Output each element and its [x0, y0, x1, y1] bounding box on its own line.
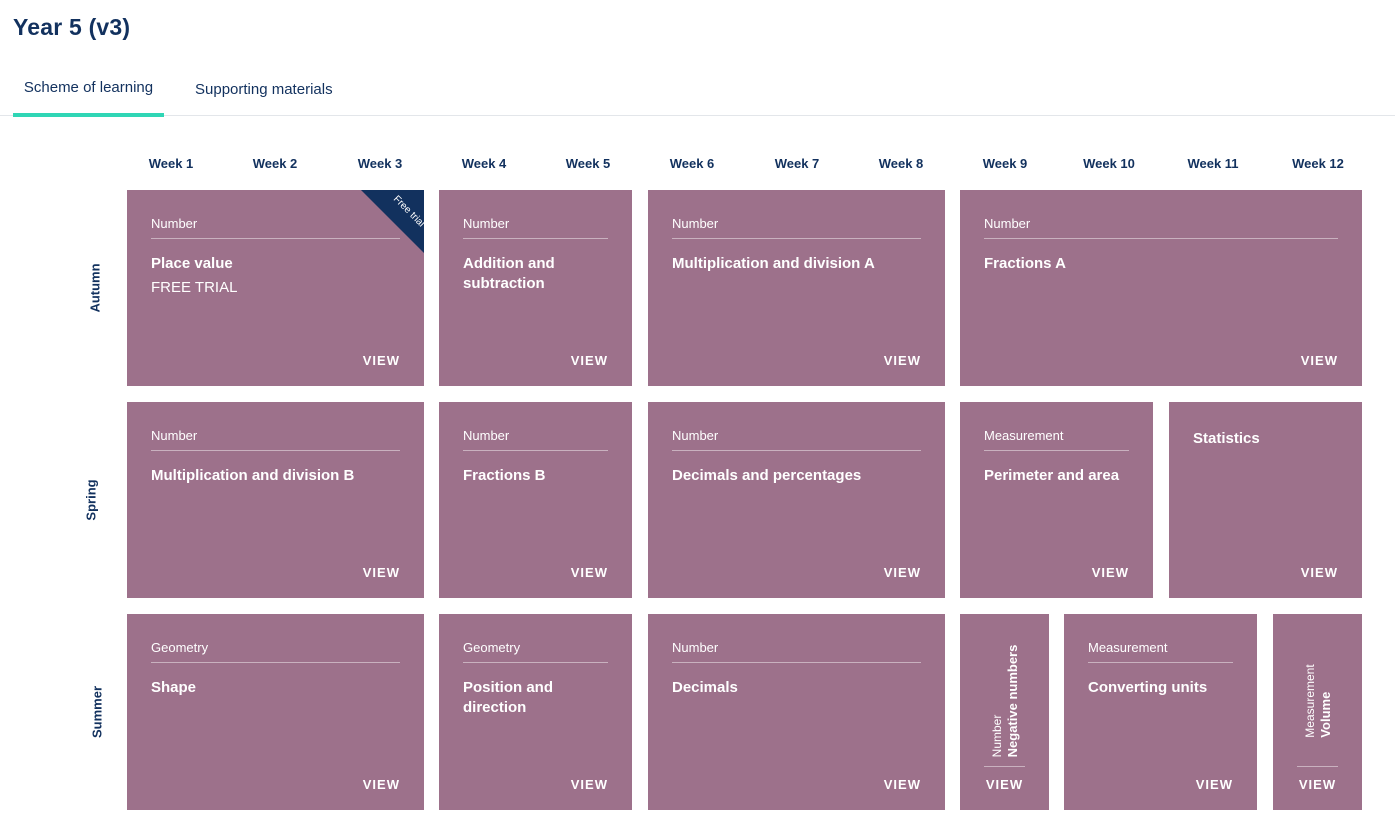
- unit-card-negative-numbers[interactable]: Number Negative numbers VIEW: [960, 614, 1049, 810]
- unit-card-multiplication-division-b[interactable]: Number Multiplication and division B VIE…: [127, 402, 424, 598]
- unit-card-decimals[interactable]: Number Decimals VIEW: [648, 614, 945, 810]
- tab-supporting-materials[interactable]: Supporting materials: [195, 81, 333, 98]
- unit-card-volume[interactable]: Measurement Volume VIEW: [1273, 614, 1362, 810]
- unit-title: Fractions A: [984, 255, 1066, 272]
- page-title: Year 5 (v3): [13, 14, 131, 40]
- unit-category: Number: [463, 428, 608, 451]
- unit-category: Number: [989, 714, 1004, 758]
- unit-title: Decimals: [672, 679, 738, 696]
- unit-title: Decimals and percentages: [672, 467, 862, 484]
- unit-card-fractions-a[interactable]: Number Fractions A VIEW: [960, 190, 1362, 386]
- divider: [1297, 766, 1338, 767]
- unit-category: Measurement: [1302, 664, 1317, 738]
- unit-category: Geometry: [151, 640, 400, 663]
- view-link[interactable]: VIEW: [883, 353, 921, 368]
- unit-title: Addition and subtraction: [463, 255, 555, 292]
- view-link[interactable]: VIEW: [1091, 565, 1129, 580]
- unit-card-place-value[interactable]: Number Place value FREE TRIAL Free trial…: [127, 190, 424, 386]
- view-link[interactable]: VIEW: [362, 353, 400, 368]
- view-link[interactable]: VIEW: [985, 777, 1024, 792]
- free-trial-ribbon: [361, 190, 424, 253]
- tab-scheme-of-learning[interactable]: Scheme of learning: [13, 79, 164, 117]
- unit-card-multiplication-division-a[interactable]: Number Multiplication and division A VIE…: [648, 190, 945, 386]
- view-link[interactable]: VIEW: [570, 777, 608, 792]
- week-header: Week 10: [1083, 156, 1135, 171]
- unit-title: Perimeter and area: [984, 467, 1120, 484]
- term-label-summer: Summer: [89, 685, 105, 739]
- unit-card-addition-subtraction[interactable]: Number Addition and subtraction VIEW: [439, 190, 632, 386]
- view-link[interactable]: VIEW: [1195, 777, 1233, 792]
- unit-title: Fractions B: [463, 467, 546, 484]
- unit-category: Number: [672, 428, 921, 451]
- unit-title: Multiplication and division B: [151, 467, 355, 484]
- term-label-autumn: Autumn: [87, 263, 103, 313]
- unit-category: Measurement: [1088, 640, 1233, 663]
- view-link[interactable]: VIEW: [362, 777, 400, 792]
- view-link[interactable]: VIEW: [570, 565, 608, 580]
- view-link[interactable]: VIEW: [1298, 777, 1337, 792]
- tab-bar: Scheme of learning Supporting materials: [0, 70, 1395, 117]
- unit-card-perimeter-area[interactable]: Measurement Perimeter and area VIEW: [960, 402, 1153, 598]
- week-header: Week 5: [565, 156, 611, 171]
- unit-category: Number: [672, 640, 921, 663]
- week-header: Week 1: [148, 156, 194, 171]
- unit-card-position-direction[interactable]: Geometry Position and direction VIEW: [439, 614, 632, 810]
- divider: [984, 766, 1025, 767]
- unit-card-decimals-percentages[interactable]: Number Decimals and percentages VIEW: [648, 402, 945, 598]
- unit-title: Converting units: [1088, 679, 1208, 696]
- free-trial-label: FREE TRIAL: [151, 279, 238, 296]
- view-link[interactable]: VIEW: [362, 565, 400, 580]
- unit-title: Position and direction: [463, 679, 553, 716]
- unit-card-statistics[interactable]: Statistics VIEW: [1169, 402, 1362, 598]
- week-header: Week 3: [357, 156, 403, 171]
- unit-category: Number: [984, 216, 1338, 239]
- unit-card-shape[interactable]: Geometry Shape VIEW: [127, 614, 424, 810]
- unit-category: Geometry: [463, 640, 608, 663]
- unit-title: Multiplication and division A: [672, 255, 875, 272]
- unit-title: Negative numbers: [1004, 644, 1020, 758]
- view-link[interactable]: VIEW: [1300, 565, 1338, 580]
- unit-category: Number: [672, 216, 921, 239]
- unit-title: Place value: [151, 255, 233, 272]
- view-link[interactable]: VIEW: [883, 777, 921, 792]
- week-header: Week 8: [878, 156, 924, 171]
- unit-title: Volume: [1317, 691, 1333, 738]
- week-header: Week 7: [774, 156, 820, 171]
- unit-card-fractions-b[interactable]: Number Fractions B VIEW: [439, 402, 632, 598]
- unit-card-converting-units[interactable]: Measurement Converting units VIEW: [1064, 614, 1257, 810]
- week-header: Week 6: [669, 156, 715, 171]
- unit-title: Shape: [151, 679, 197, 696]
- unit-category: Measurement: [984, 428, 1129, 451]
- week-header: Week 11: [1187, 156, 1239, 171]
- view-link[interactable]: VIEW: [883, 565, 921, 580]
- term-label-spring: Spring: [83, 479, 99, 521]
- view-link[interactable]: VIEW: [570, 353, 608, 368]
- view-link[interactable]: VIEW: [1300, 353, 1338, 368]
- week-header: Week 12: [1292, 156, 1344, 171]
- week-header: Week 9: [982, 156, 1028, 171]
- unit-category: Number: [151, 428, 400, 451]
- unit-title: Statistics: [1193, 430, 1260, 447]
- unit-category: Number: [463, 216, 608, 239]
- week-header: Week 2: [252, 156, 298, 171]
- unit-category: Number: [151, 216, 400, 239]
- week-header: Week 4: [461, 156, 507, 171]
